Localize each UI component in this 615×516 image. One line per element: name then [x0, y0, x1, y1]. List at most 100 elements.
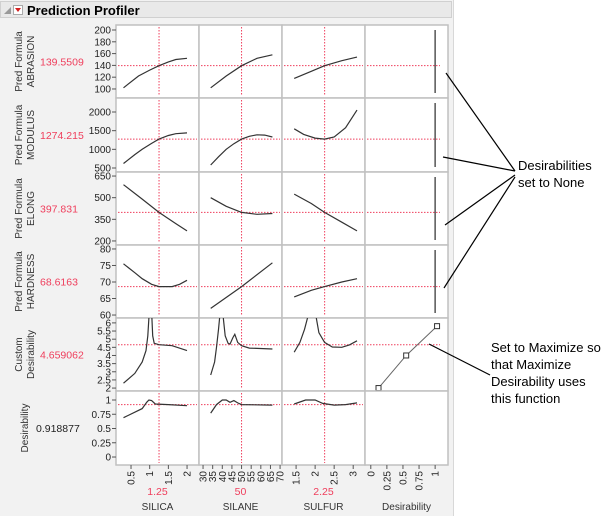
cell-frame	[198, 171, 283, 246]
y-tick-label: 3	[105, 367, 111, 378]
profile-cell[interactable]	[198, 244, 283, 319]
profile-cell[interactable]	[364, 390, 449, 466]
x-tick-label: 35	[208, 471, 219, 483]
response-label: Pred Formula HARDNESS	[14, 251, 37, 312]
y-tick-label: 4.5	[97, 343, 111, 354]
desirability-handle[interactable]	[403, 352, 410, 359]
cell-frame	[281, 171, 366, 246]
profile-cell[interactable]	[281, 97, 366, 173]
profile-cell[interactable]	[198, 24, 283, 99]
profile-cell[interactable]	[198, 390, 283, 466]
y-tick-label: 200	[94, 26, 111, 37]
x-tick-label: 0	[366, 471, 377, 477]
response-current-value[interactable]: 139.5509	[40, 57, 84, 69]
y-tick-label: 75	[100, 261, 112, 272]
response-label-line2: Desirability	[26, 330, 37, 379]
y-tick-label: 0.5	[97, 424, 111, 435]
annotation-line: this function	[491, 391, 561, 406]
response-label: Pred Formula MODULUS	[14, 104, 37, 165]
profile-curve	[293, 278, 358, 298]
x-tick-label: 3	[349, 471, 360, 477]
cell-frame	[198, 317, 283, 392]
response-current-value: 0.918877	[36, 423, 80, 435]
cell-frame	[115, 317, 200, 392]
y-tick-label: 200	[94, 236, 111, 247]
profile-cell[interactable]	[115, 97, 200, 173]
profile-cell[interactable]	[115, 244, 200, 319]
factor-name: SULFUR	[303, 502, 343, 513]
x-tick-label: 1	[145, 471, 156, 477]
response-current-value[interactable]: 1274.215	[40, 130, 84, 142]
profile-cell[interactable]	[364, 317, 449, 392]
profile-curve	[123, 57, 188, 89]
y-tick-label: 140	[94, 61, 111, 72]
annotation-maximize: Set to Maximize so that Maximize Desirab…	[491, 339, 601, 407]
annotation-line: that Maximize	[491, 357, 572, 372]
cell-frame	[364, 24, 449, 99]
factor-name: SILANE	[223, 502, 259, 513]
factor-current-value[interactable]: 50	[235, 486, 247, 498]
x-tick-label: 55	[247, 471, 258, 483]
y-tick-label: 5	[105, 335, 111, 346]
profile-cell[interactable]	[281, 390, 366, 466]
cell-frame	[115, 244, 200, 319]
profile-cell[interactable]	[115, 390, 200, 466]
x-tick-label: 70	[276, 471, 287, 483]
cell-frame	[364, 390, 449, 466]
response-label-line2: ABRASION	[26, 36, 37, 88]
profile-cell[interactable]	[115, 171, 200, 246]
response-label: Custom Desirability	[14, 330, 37, 379]
response-label-line2: MODULUS	[26, 110, 37, 160]
y-tick-label: 0	[105, 453, 111, 464]
y-tick-label: 0.75	[92, 410, 112, 421]
profile-curve	[293, 56, 358, 79]
y-tick-label: 1500	[89, 126, 112, 137]
annotation-leader-line	[428, 343, 491, 376]
profile-cell[interactable]	[364, 24, 449, 99]
profiler-header: Prediction Profiler	[0, 1, 452, 18]
response-label: Desirability	[20, 404, 31, 453]
profile-cell[interactable]	[198, 171, 283, 246]
response-label-line1: Pred Formula	[14, 104, 25, 165]
profile-cell[interactable]	[364, 171, 449, 246]
disclosure-triangle-icon[interactable]	[4, 7, 11, 14]
profile-cell[interactable]	[115, 317, 200, 392]
response-current-value[interactable]: 68.6163	[40, 277, 78, 289]
cell-frame	[115, 171, 200, 246]
cell-frame	[115, 97, 200, 173]
x-tick-label: 2.5	[330, 471, 341, 485]
response-current-value[interactable]: 397.831	[40, 204, 78, 216]
desirability-handle[interactable]	[434, 323, 441, 330]
profile-cell[interactable]	[281, 244, 366, 319]
profile-cell[interactable]	[115, 24, 200, 99]
annotation-line: set to None	[518, 175, 585, 190]
profile-cell[interactable]	[364, 244, 449, 319]
desirability-handle[interactable]	[375, 385, 382, 392]
y-tick-label: 1000	[89, 145, 112, 156]
profile-cell[interactable]	[281, 24, 366, 99]
y-tick-label: 650	[94, 172, 111, 183]
factor-name: SILICA	[142, 502, 174, 513]
cell-frame	[198, 390, 283, 466]
response-label-line2: ELONG	[26, 191, 37, 226]
x-tick-label: 0.5	[398, 471, 409, 485]
profiler-title: Prediction Profiler	[27, 3, 140, 18]
profile-cell[interactable]	[281, 171, 366, 246]
factor-current-value[interactable]: 1.25	[147, 486, 168, 498]
x-tick-label: 0.5	[127, 471, 138, 485]
profile-cell[interactable]	[364, 97, 449, 173]
cell-frame	[281, 24, 366, 99]
cell-frame	[198, 244, 283, 319]
profile-curve	[293, 193, 358, 232]
factor-current-value[interactable]: 2.25	[313, 486, 334, 498]
profile-cell[interactable]	[198, 317, 283, 392]
y-tick-label: 180	[94, 37, 111, 48]
profile-curve	[123, 184, 188, 232]
y-tick-label: 0.25	[92, 438, 112, 449]
response-current-value[interactable]: 4.659062	[40, 350, 84, 362]
red-triangle-menu-icon[interactable]	[13, 5, 23, 15]
profile-cell[interactable]	[281, 317, 366, 392]
profile-cell[interactable]	[198, 97, 283, 173]
annotation-line: Desirability uses	[491, 374, 586, 389]
